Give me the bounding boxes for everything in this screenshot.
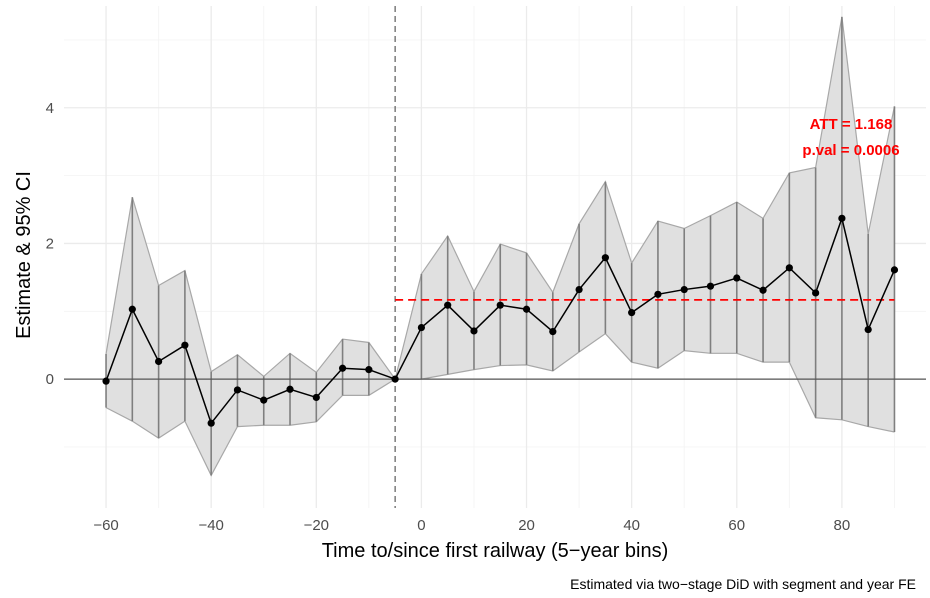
- estimate-point: [601, 254, 609, 262]
- pval-annotation: p.val = 0.0006: [802, 142, 899, 159]
- estimate-point: [759, 286, 767, 294]
- x-tick-label: 60: [728, 517, 745, 534]
- estimate-point: [838, 214, 846, 222]
- x-axis-title: Time to/since first railway (5−year bins…: [322, 540, 669, 562]
- estimate-point: [338, 364, 347, 372]
- estimate-point: [733, 274, 741, 282]
- estimate-point: [155, 357, 163, 366]
- chart-caption: Estimated via two−stage DiD with segment…: [570, 576, 916, 592]
- estimate-point: [391, 375, 399, 383]
- estimate-point: [680, 285, 688, 294]
- estimate-point: [549, 328, 557, 336]
- x-tick-label: 0: [417, 517, 425, 534]
- estimate-point: [128, 305, 136, 313]
- estimate-point: [470, 327, 478, 335]
- x-tick-label: 80: [834, 517, 851, 534]
- estimate-point: [496, 301, 504, 309]
- estimate-point: [575, 285, 583, 294]
- estimate-point: [233, 386, 242, 394]
- x-tick-label: 40: [623, 517, 640, 534]
- estimate-point: [864, 325, 872, 334]
- y-tick-label: 4: [46, 100, 54, 117]
- reference-lines-layer: [64, 6, 926, 508]
- estimate-point: [706, 282, 715, 290]
- estimate-point: [890, 266, 899, 274]
- x-tick-label: −60: [93, 517, 118, 534]
- estimate-point: [628, 309, 636, 317]
- estimate-layer: [102, 214, 899, 427]
- estimate-point: [260, 396, 268, 404]
- estimate-point: [181, 341, 189, 349]
- estimate-point: [444, 301, 452, 309]
- x-tick-label: −40: [198, 517, 223, 534]
- estimate-point: [286, 385, 294, 393]
- y-tick-label: 0: [46, 371, 54, 388]
- estimate-point: [417, 323, 426, 332]
- x-tick-label: 20: [518, 517, 535, 534]
- tick-labels-layer: −60 −40 −20 0 20 40 60 80 0 2 4: [46, 100, 851, 534]
- estimate-point: [102, 377, 110, 385]
- x-tick-label: −20: [304, 517, 329, 534]
- estimate-point: [207, 419, 215, 427]
- estimate-point: [365, 366, 373, 374]
- att-annotation: ATT = 1.168: [810, 116, 893, 133]
- y-tick-label: 2: [46, 235, 54, 252]
- estimate-point: [785, 264, 793, 272]
- estimate-point: [812, 289, 820, 297]
- estimate-point: [522, 305, 531, 313]
- estimate-point: [654, 290, 662, 298]
- y-axis-title: Estimate & 95% CI: [13, 171, 35, 339]
- estimate-point: [312, 393, 320, 402]
